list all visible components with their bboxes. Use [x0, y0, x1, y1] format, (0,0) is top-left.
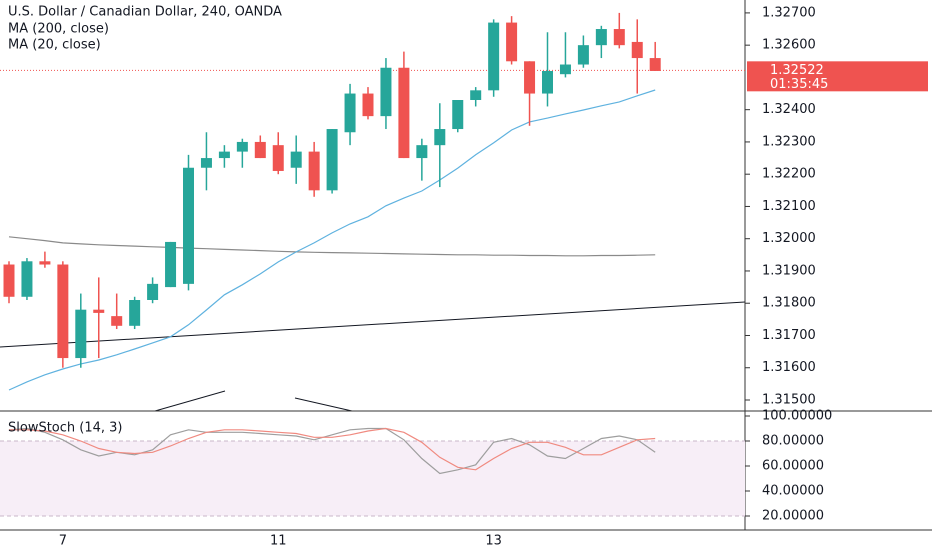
candle-body	[272, 145, 284, 171]
line-series	[9, 427, 656, 471]
y-tick-label: 1.32400	[762, 102, 816, 117]
y-tick-label: 1.31700	[762, 328, 816, 343]
candle-body	[506, 22, 518, 62]
trend-line	[294, 397, 353, 412]
candle-body	[542, 70, 553, 94]
y-tick-label: 1.31500	[762, 393, 816, 408]
candle-body	[470, 90, 482, 100]
candle-body	[308, 151, 320, 191]
candle-body	[577, 45, 589, 65]
candle-body	[613, 29, 625, 46]
legend-entry: MA (20, close)	[8, 38, 101, 53]
candle-body	[326, 129, 338, 191]
last-price-tag	[747, 61, 928, 92]
candle-body	[649, 58, 661, 71]
candle-body	[200, 158, 212, 168]
y-tick-label: 1.31800	[762, 296, 816, 311]
candle-body	[147, 283, 159, 300]
candle-body	[236, 141, 248, 152]
legend-entry: MA (200, close)	[8, 22, 109, 37]
candle-body	[218, 151, 230, 159]
line-series	[8, 236, 656, 257]
y-tick-label: 1.32100	[762, 199, 816, 214]
candle-body	[488, 22, 500, 91]
candle-body	[290, 151, 302, 168]
y-tick-label: 100.00000	[762, 409, 832, 424]
candle-body	[183, 167, 194, 284]
candle-body	[93, 309, 105, 313]
candle-body	[434, 129, 446, 146]
candle-body	[380, 67, 392, 117]
candle-body	[398, 67, 410, 159]
candle-body	[39, 261, 51, 265]
y-tick-label: 20.00000	[762, 509, 824, 524]
candle-body	[452, 100, 464, 130]
countdown-label: 01:35:45	[770, 77, 828, 92]
y-tick-label: 1.32700	[762, 5, 816, 20]
candle-body	[111, 316, 123, 326]
candle-body	[3, 264, 15, 297]
candle-body	[559, 64, 571, 75]
candle-body	[595, 29, 607, 46]
chart-title: U.S. Dollar / Canadian Dollar, 240, OAND…	[8, 5, 282, 20]
candle-body	[165, 241, 177, 288]
y-tick-label: 80.00000	[762, 434, 824, 449]
candle-body	[129, 300, 141, 326]
candle-body	[75, 309, 87, 359]
trend-line	[0, 301, 746, 348]
candle-body	[21, 261, 33, 297]
candle-body	[416, 145, 428, 159]
y-tick-label: 60.00000	[762, 459, 824, 474]
candle-body	[631, 41, 643, 59]
y-tick-label: 1.32300	[762, 134, 816, 149]
last-price-label: 1.32522	[770, 63, 824, 78]
y-tick-label: 1.32000	[762, 231, 816, 246]
candle-body	[254, 141, 266, 159]
candle-body	[344, 93, 356, 133]
y-tick-label: 40.00000	[762, 484, 824, 499]
trend-line	[154, 390, 226, 412]
x-tick-label: 7	[59, 534, 67, 549]
candle-body	[57, 264, 69, 359]
y-tick-label: 1.32200	[762, 167, 816, 182]
candle-body	[362, 93, 374, 117]
x-tick-label: 13	[485, 534, 502, 549]
y-tick-label: 1.31900	[762, 263, 816, 278]
indicator-title: SlowStoch (14, 3)	[8, 421, 123, 436]
candle-body	[524, 61, 536, 94]
stoch-band	[0, 441, 745, 516]
x-tick-label: 11	[270, 534, 287, 549]
line-series	[8, 89, 656, 391]
y-tick-label: 1.31600	[762, 360, 816, 375]
y-tick-label: 1.32600	[762, 38, 816, 53]
